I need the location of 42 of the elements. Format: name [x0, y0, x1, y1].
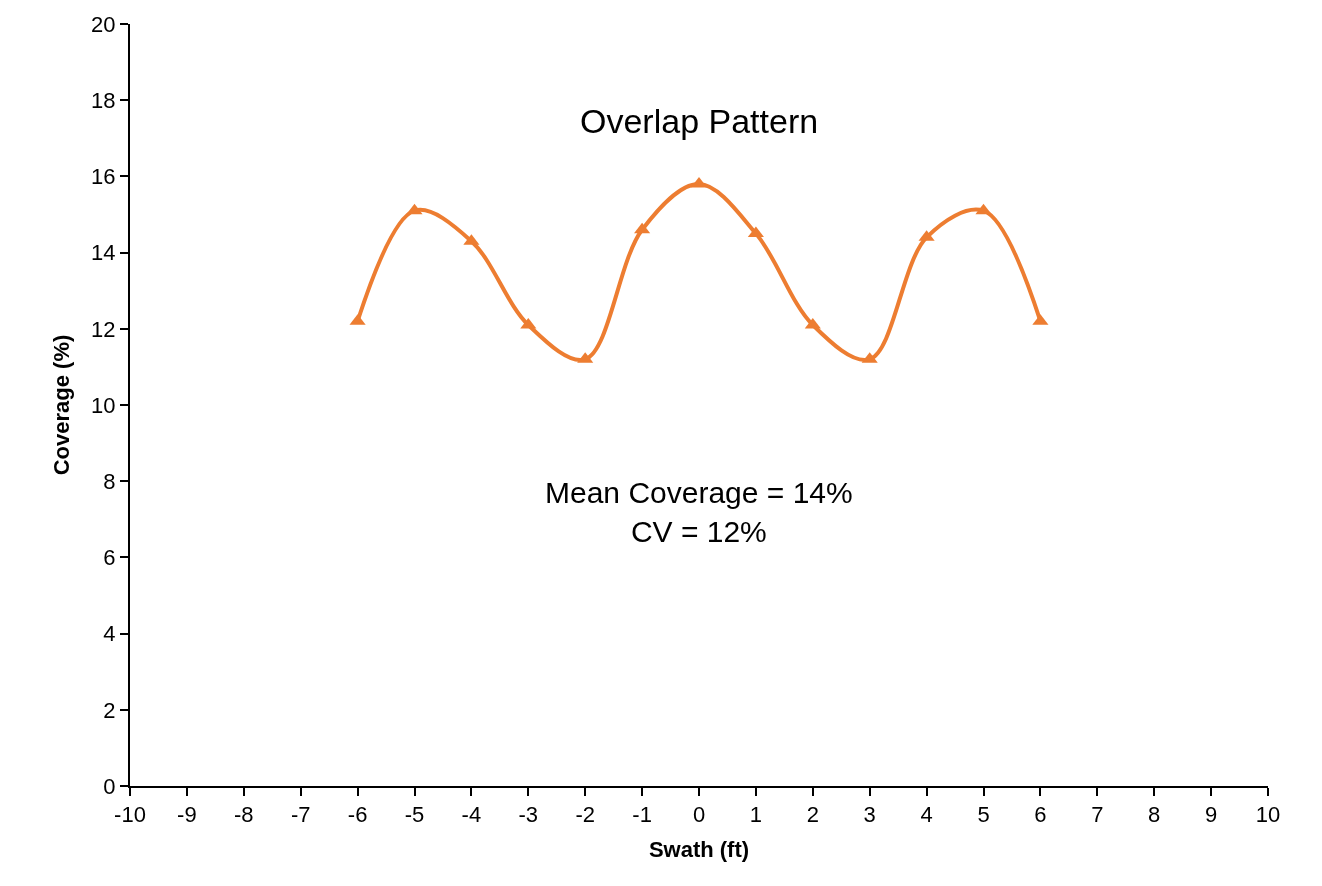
x-tick-label: 3 — [863, 802, 876, 828]
x-tick-label: -6 — [347, 802, 368, 828]
y-tick-label: 8 — [103, 468, 116, 494]
x-tick-label: -5 — [404, 802, 425, 828]
x-tick-label: 9 — [1204, 802, 1218, 828]
point — [975, 203, 992, 215]
point — [520, 317, 537, 329]
x-tick-label: 1 — [749, 802, 763, 828]
x-tick-label: 2 — [806, 802, 819, 828]
x-tick-label: 4 — [920, 802, 933, 828]
point — [406, 203, 423, 215]
y-tick-label: 10 — [91, 392, 116, 418]
y-tick-label: 18 — [91, 87, 116, 113]
y-tick-label: 16 — [91, 164, 116, 190]
y-tick-label: 0 — [103, 773, 116, 799]
x-tick-label: -8 — [234, 802, 254, 828]
annotation: Mean Coverage = 14% CV = 12% — [545, 476, 853, 548]
x-tick-label: 0 — [692, 802, 706, 828]
x-tick-label: 8 — [1148, 802, 1161, 828]
x-tick-label: -7 — [290, 802, 311, 828]
text: Overlap Pattern — [580, 102, 819, 140]
y-tick-label: 2 — [103, 697, 116, 723]
x-tick-label: 7 — [1091, 802, 1104, 828]
x-tick-label: 6 — [1034, 802, 1047, 828]
y-tick-label: 14 — [91, 240, 116, 266]
x-tick-label: -10 — [114, 802, 146, 828]
point — [804, 317, 821, 329]
y-tick-label: 20 — [91, 11, 116, 37]
x-tick-label: 5 — [977, 802, 990, 828]
y-axis-title: Coverage (%) — [49, 334, 75, 476]
y-tick-label: 4 — [103, 621, 116, 647]
x-tick-label: 10 — [1255, 802, 1281, 828]
x-tick-label: -1 — [632, 802, 652, 828]
point — [747, 226, 764, 238]
x-tick-label: -3 — [518, 802, 539, 828]
y-tick-label: 12 — [91, 316, 116, 342]
x-axis-title: Swath (ft) — [648, 836, 750, 862]
point — [634, 222, 651, 234]
x-tick-label: -2 — [575, 802, 595, 828]
y-tick-label: 6 — [103, 545, 116, 571]
x-tick-label: -4 — [461, 802, 482, 828]
x-tick-label: -9 — [177, 802, 197, 828]
